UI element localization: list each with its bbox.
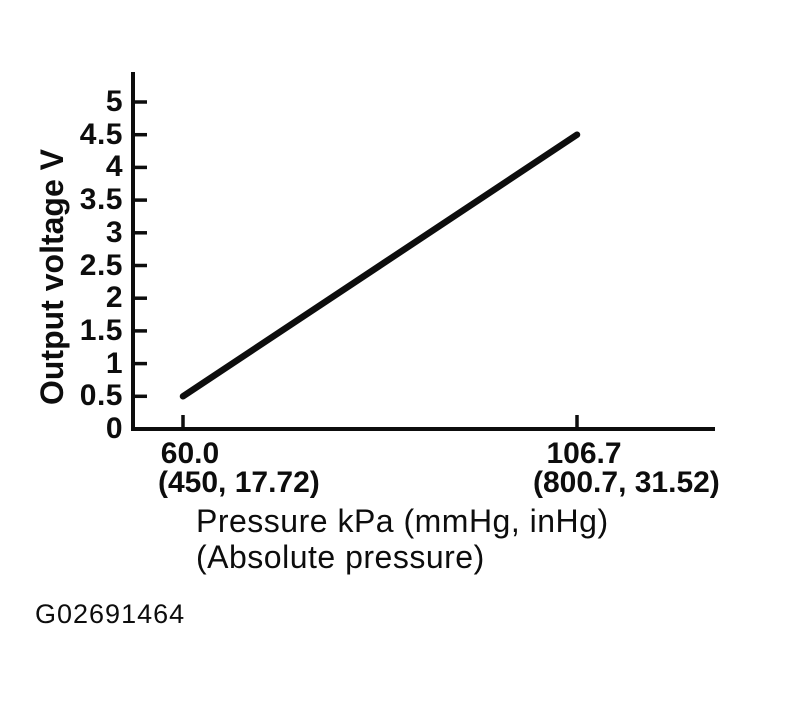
x-tick-label: 106.7: [546, 437, 622, 470]
x-axis-title-line2: (Absolute pressure): [196, 539, 485, 575]
x-tick-sublabel: (800.7, 31.52): [533, 466, 720, 499]
figure-code: G02691464: [35, 599, 186, 629]
y-tick-label: 4: [105, 150, 123, 184]
y-tick-label: 2: [105, 281, 123, 315]
y-tick-label: 0.5: [79, 379, 123, 413]
data-line: [179, 131, 581, 400]
y-tick-label: 2.5: [79, 248, 123, 282]
y-tick-label: 5: [105, 85, 123, 118]
y-tick-label: 1: [105, 346, 123, 380]
x-axis-title: Pressure kPa (mmHg, inHg): [196, 503, 609, 539]
y-tick-label: 4.5: [79, 117, 123, 151]
x-tick-sublabel: (450, 17.72): [158, 466, 320, 499]
y-tick-label: 3: [105, 215, 123, 249]
y-tick-label: 1.5: [79, 313, 123, 347]
y-tick-label: 3.5: [79, 183, 123, 217]
x-tick-label: 60.0: [160, 437, 220, 470]
y-tick-label: 0: [105, 412, 123, 445]
